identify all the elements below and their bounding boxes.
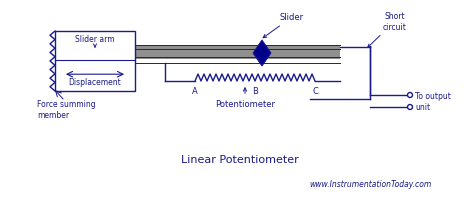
Text: Linear Potentiometer: Linear Potentiometer [181,154,299,164]
Text: Potentiometer: Potentiometer [215,88,275,108]
Text: Force summing
member: Force summing member [37,100,96,120]
Text: To output
unit: To output unit [415,91,451,111]
Bar [55,32,135,92]
Text: Displacement: Displacement [69,77,121,86]
Text: A: A [192,87,198,96]
Text: Short
circuit: Short circuit [368,12,407,48]
Circle shape [408,105,412,110]
Text: B: B [252,87,258,96]
Text: Slider arm: Slider arm [75,35,115,48]
Text: Slider: Slider [263,13,304,39]
Bar [135,46,340,60]
Circle shape [408,93,412,98]
Polygon shape [253,41,271,67]
Text: www.InstrumentationToday.com: www.InstrumentationToday.com [309,180,431,189]
Text: C: C [312,87,318,96]
